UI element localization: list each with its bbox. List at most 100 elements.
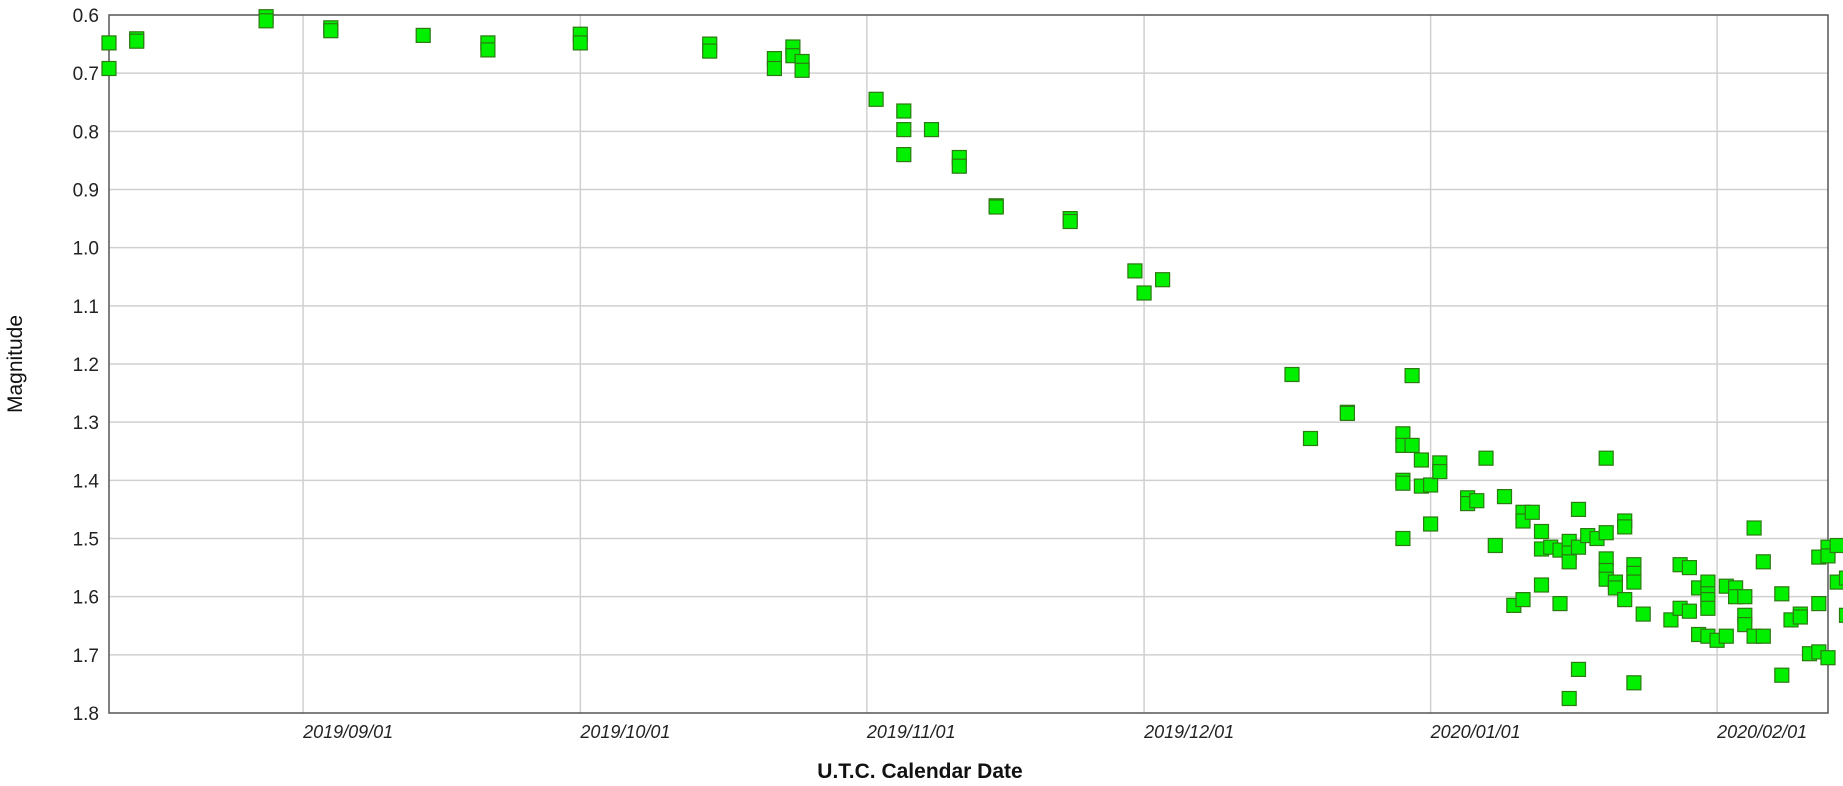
data-point [1570, 661, 1587, 678]
y-tick-label: 1.1 [73, 297, 99, 318]
data-point [1737, 589, 1753, 605]
data-point [1774, 586, 1790, 602]
data-point [1663, 612, 1679, 628]
data-point [1681, 603, 1698, 619]
data-point [1469, 493, 1485, 509]
x-tick-label: 2019/12/01 [1143, 722, 1234, 742]
data-point [1681, 559, 1698, 576]
data-point [1422, 477, 1439, 493]
y-tick-label: 1.3 [73, 413, 99, 434]
data-point [1598, 525, 1614, 541]
data-point [1617, 519, 1633, 535]
data-point [896, 147, 912, 163]
data-point [129, 33, 145, 49]
y-tick-label: 0.7 [73, 64, 99, 85]
data-point [1774, 667, 1790, 683]
data-point [1432, 464, 1448, 480]
data-point [923, 121, 940, 138]
data-point [1737, 616, 1753, 633]
data-point [258, 13, 274, 29]
x-tick-label: 2019/10/01 [579, 722, 670, 742]
data-point [1284, 366, 1300, 383]
data-point [1570, 539, 1587, 555]
y-tick-label: 1.5 [73, 530, 99, 551]
data-point [1838, 570, 1843, 586]
data-point [101, 60, 117, 77]
data-point [572, 35, 588, 51]
data-point [896, 103, 912, 119]
data-point [1598, 450, 1614, 466]
data-point [1404, 437, 1420, 453]
data-point [415, 27, 431, 43]
data-point [1395, 475, 1411, 491]
data-point [1561, 554, 1577, 570]
data-point [1626, 574, 1642, 590]
data-point [1339, 405, 1356, 421]
data-point [1561, 690, 1577, 707]
data-point [766, 60, 783, 77]
data-point [1496, 489, 1513, 505]
data-point [1533, 523, 1550, 540]
y-tick-label: 0.6 [73, 6, 99, 27]
y-tick-label: 0.9 [73, 181, 99, 202]
data-point [1552, 595, 1568, 612]
data-point [1829, 537, 1843, 554]
grid-lines [109, 15, 1828, 713]
data-point [1792, 609, 1808, 625]
data-point [896, 121, 912, 138]
data-points [101, 9, 1843, 707]
y-tick-label: 1.2 [73, 355, 99, 376]
x-tick-label: 2020/02/01 [1716, 722, 1807, 742]
y-tick-label: 1.8 [73, 704, 99, 725]
data-point [868, 91, 884, 107]
data-point [1617, 591, 1633, 608]
x-axis-label: U.T.C. Calendar Date [817, 760, 1022, 783]
y-tick-label: 1.0 [73, 239, 99, 260]
y-tick-label: 1.4 [73, 471, 100, 492]
data-point [1820, 650, 1836, 666]
data-point [1811, 595, 1827, 612]
data-point [480, 42, 496, 58]
x-axis-ticks: 2019/09/01 2019/10/01 2019/11/01 2019/12/01… [302, 722, 1807, 742]
data-point [1533, 577, 1550, 593]
data-point [1404, 368, 1420, 384]
y-tick-label: 1.7 [73, 646, 99, 667]
data-point [1154, 272, 1171, 288]
x-tick-label: 2019/11/01 [866, 722, 956, 742]
data-point [1395, 530, 1411, 547]
data-point [1755, 554, 1771, 570]
data-point [1635, 606, 1651, 622]
data-point [1062, 213, 1078, 230]
data-point [101, 35, 117, 51]
data-point [323, 23, 339, 39]
y-axis-ticks: 0.6 0.7 0.8 0.9 1.0 1.1 1.2 1.3 1.4 1.5 1.6 1.7 1.8 [73, 6, 100, 725]
data-point [1422, 516, 1439, 532]
data-point [1626, 675, 1642, 691]
x-tick-label: 2020/01/01 [1430, 722, 1521, 742]
data-point [951, 158, 967, 174]
data-point [1700, 600, 1716, 616]
data-point [988, 199, 1004, 215]
data-point [1136, 285, 1152, 301]
data-point [1755, 628, 1771, 644]
data-point [794, 62, 810, 78]
data-point [1746, 520, 1762, 536]
plot-area-frame [108, 14, 1829, 714]
data-point [1127, 263, 1143, 279]
data-point [1838, 607, 1843, 623]
data-point [1718, 628, 1734, 644]
y-tick-label: 1.6 [73, 588, 99, 609]
x-tick-label: 2019/09/01 [302, 722, 393, 742]
data-point [1413, 452, 1430, 468]
data-point [702, 43, 718, 59]
data-point [1570, 501, 1587, 517]
data-point [1515, 591, 1531, 608]
data-point [1302, 430, 1319, 447]
data-point [1524, 504, 1540, 520]
y-axis-label: Magnitude [4, 315, 27, 413]
data-point [1607, 580, 1624, 596]
data-point [1478, 450, 1494, 466]
y-tick-label: 0.8 [73, 122, 99, 143]
data-point [1487, 537, 1503, 554]
